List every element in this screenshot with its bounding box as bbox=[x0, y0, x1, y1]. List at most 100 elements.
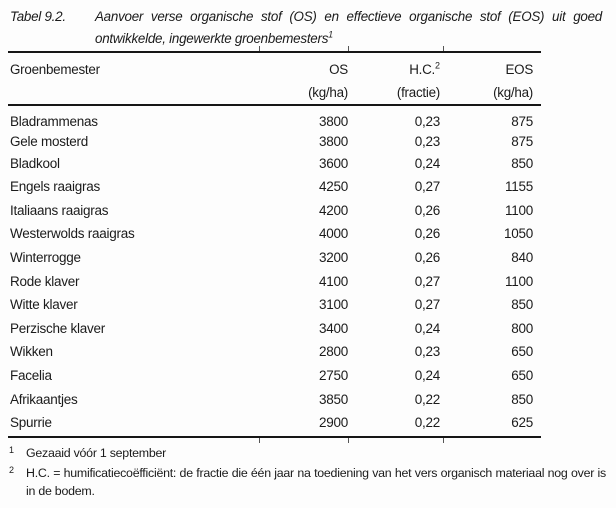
row-eos-value: 1050 bbox=[503, 226, 533, 242]
footnote-1-marker: 1 bbox=[9, 444, 26, 464]
row-eos-value: 1155 bbox=[504, 179, 533, 195]
row-name: Afrikaantjes bbox=[10, 391, 78, 407]
row-eos-value: 850 bbox=[511, 297, 533, 313]
column-divider-tick bbox=[259, 46, 260, 51]
row-os-value: 3100 bbox=[318, 297, 348, 313]
row-hc-value: 0,26 bbox=[414, 202, 441, 218]
column-divider-tick bbox=[443, 438, 444, 443]
footnotes: 1 Gezaaid vóór 1 september 2 H.C. = humi… bbox=[9, 444, 606, 501]
footnote-1-marker-digit: 1 bbox=[9, 445, 15, 455]
row-os-value: 2900 bbox=[318, 415, 348, 431]
hc-label: H.C. bbox=[409, 62, 435, 77]
row-os-value: 4100 bbox=[318, 273, 348, 289]
os-label: OS bbox=[329, 62, 348, 77]
row-os-value: 4250 bbox=[318, 179, 348, 195]
row-eos-value: 1100 bbox=[504, 202, 533, 218]
table-row: Wikken 2800 0,23 650 bbox=[8, 340, 541, 364]
column-unit-hc: (fractie) bbox=[396, 84, 440, 100]
row-eos-value: 650 bbox=[511, 367, 533, 383]
row-eos-value: 875 bbox=[511, 133, 533, 149]
row-eos-value: 800 bbox=[511, 320, 533, 336]
row-name: Spurrie bbox=[10, 415, 52, 431]
table-row: Italiaans raaigras 4200 0,26 1100 bbox=[8, 199, 541, 223]
caption-line-2-text: ontwikkelde, ingewerkte groenbemesters bbox=[95, 30, 329, 46]
row-eos-value: 875 bbox=[511, 114, 533, 129]
row-os-value: 4200 bbox=[318, 202, 348, 218]
row-hc-value: 0,24 bbox=[414, 155, 441, 171]
table-number: Tabel 9.2. bbox=[10, 9, 66, 24]
row-name: Engels raaigras bbox=[10, 179, 101, 195]
row-os-value: 2800 bbox=[318, 344, 348, 360]
row-hc-value: 0,27 bbox=[414, 273, 441, 289]
row-name: Italiaans raaigras bbox=[10, 202, 109, 218]
table-row: Perzische klaver 3400 0,24 800 bbox=[8, 317, 541, 341]
table-header-rule bbox=[8, 104, 541, 106]
row-os-value: 3800 bbox=[318, 133, 348, 149]
row-hc-value: 0,22 bbox=[414, 415, 441, 431]
column-unit-empty bbox=[8, 82, 253, 105]
row-name: Rode klaver bbox=[10, 273, 80, 289]
column-divider-tick bbox=[348, 438, 349, 443]
row-os-value: 4000 bbox=[318, 226, 348, 242]
row-hc-value: 0,24 bbox=[414, 367, 441, 383]
table-header-row-units: (kg/ha) (fractie) (kg/ha) bbox=[8, 82, 541, 105]
column-divider-tick bbox=[259, 438, 260, 443]
table-row: Facelia 2750 0,24 650 bbox=[8, 364, 541, 388]
table-row: Bladrammenas 3800 0,23 875 bbox=[8, 112, 541, 132]
table-bottom-rule bbox=[8, 436, 541, 438]
row-eos-value: 850 bbox=[511, 391, 533, 407]
row-name: Bladrammenas bbox=[10, 114, 98, 129]
table-row: Engels raaigras 4250 0,27 1155 bbox=[8, 175, 541, 199]
footnote-2: 2 H.C. = humificatiecoëfficiënt: de frac… bbox=[9, 464, 606, 501]
caption-line-1: Aanvoer verse organische stof (OS) en ef… bbox=[95, 9, 602, 24]
table-row: Westerwolds raaigras 4000 0,26 1050 bbox=[8, 222, 541, 246]
row-os-value: 3400 bbox=[318, 320, 348, 336]
table-row: Bladkool 3600 0,24 850 bbox=[8, 152, 541, 176]
table-row: Witte klaver 3100 0,27 850 bbox=[8, 293, 541, 317]
row-hc-value: 0,22 bbox=[414, 391, 441, 407]
row-hc-value: 0,23 bbox=[414, 344, 441, 360]
table-caption: Aanvoer verse organische stof (OS) en ef… bbox=[95, 6, 602, 49]
row-hc-value: 0,27 bbox=[414, 179, 441, 195]
row-eos-value: 850 bbox=[511, 155, 533, 171]
table-header-row-labels: Groenbemester OS H.C.2 EOS bbox=[8, 59, 541, 82]
column-header-hc: H.C.2 bbox=[348, 59, 440, 82]
column-header-os: OS bbox=[253, 59, 348, 82]
row-name: Westerwolds raaigras bbox=[10, 226, 135, 242]
column-unit-os: (kg/ha) bbox=[308, 84, 348, 100]
row-name: Bladkool bbox=[10, 155, 60, 171]
row-name: Witte klaver bbox=[10, 297, 78, 313]
column-header-groenbemester: Groenbemester bbox=[10, 62, 100, 77]
row-name: Wikken bbox=[10, 344, 53, 360]
table-row: Spurrie 2900 0,22 625 bbox=[8, 411, 541, 435]
footnote-1-text: Gezaaid vóór 1 september bbox=[26, 446, 167, 460]
column-header-eos: EOS bbox=[440, 59, 533, 82]
row-os-value: 2750 bbox=[318, 367, 348, 383]
hc-footnote-marker: 2 bbox=[434, 60, 440, 71]
caption-line-2: ontwikkelde, ingewerkte groenbemesters1 bbox=[95, 28, 602, 50]
row-os-value: 3600 bbox=[318, 155, 348, 171]
table-top-rule bbox=[8, 51, 541, 53]
footnote-1: 1 Gezaaid vóór 1 september bbox=[9, 444, 606, 464]
row-os-value: 3850 bbox=[318, 391, 348, 407]
caption-footnote-marker: 1 bbox=[328, 29, 334, 40]
row-hc-value: 0,27 bbox=[414, 297, 441, 313]
row-hc-value: 0,26 bbox=[414, 249, 441, 265]
row-eos-value: 1100 bbox=[504, 273, 533, 289]
row-hc-value: 0,23 bbox=[414, 133, 441, 149]
column-unit-eos: (kg/ha) bbox=[493, 84, 533, 100]
table-body: Bladrammenas 3800 0,23 875 Gele mosterd … bbox=[8, 106, 541, 435]
row-hc-value: 0,23 bbox=[414, 114, 441, 129]
table-row: Gele mosterd 3800 0,23 875 bbox=[8, 132, 541, 152]
table-header: Groenbemester OS H.C.2 EOS (kg/ha) (frac… bbox=[8, 53, 541, 104]
table-caption-block: Tabel 9.2. Aanvoer verse organische stof… bbox=[10, 6, 602, 49]
row-name: Gele mosterd bbox=[10, 133, 89, 149]
table-row: Rode klaver 4100 0,27 1100 bbox=[8, 270, 541, 294]
column-divider-tick bbox=[348, 46, 349, 51]
row-os-value: 3800 bbox=[318, 114, 348, 129]
row-name: Perzische klaver bbox=[10, 320, 106, 336]
eos-label: EOS bbox=[505, 62, 533, 77]
row-eos-value: 650 bbox=[511, 344, 533, 360]
table-row: Winterrogge 3200 0,26 840 bbox=[8, 246, 541, 270]
